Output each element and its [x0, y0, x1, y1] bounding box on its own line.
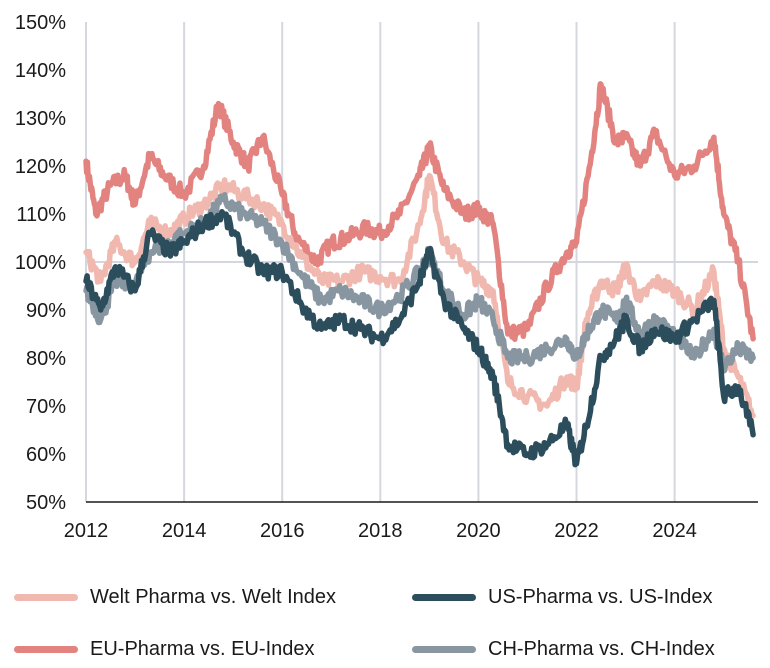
y-tick-label: 110% — [16, 204, 66, 226]
y-tick-label: 100% — [15, 252, 66, 274]
series-line-0 — [83, 172, 756, 419]
legend-label-welt: Welt Pharma vs. Welt Index — [90, 586, 337, 608]
legend-label-us: US-Pharma vs. US-Index — [488, 586, 713, 608]
x-axis-ticks: 2012 2014 2016 2018 2020 2022 2024 — [64, 520, 697, 542]
x-tick-label: 2014 — [162, 520, 207, 542]
y-tick-label: 150% — [15, 12, 66, 34]
y-tick-label: 80% — [26, 348, 66, 370]
legend-item-ch: CH-Pharma vs. CH-Index — [412, 638, 715, 661]
line-chart: 50%60%70%80%90%100%110%120%130%140%150% … — [15, 12, 758, 542]
series-line-2 — [83, 81, 756, 342]
legend-item-us: US-Pharma vs. US-Index — [412, 586, 713, 609]
legend: Welt Pharma vs. Welt Index US-Pharma vs.… — [0, 570, 770, 668]
series-line-1 — [83, 208, 756, 468]
y-tick-label: 130% — [15, 108, 66, 130]
x-tick-label: 2024 — [652, 520, 697, 542]
x-tick-label: 2012 — [64, 520, 109, 542]
y-tick-label: 60% — [26, 444, 66, 466]
legend-swatch-welt — [14, 594, 78, 601]
legend-item-welt: Welt Pharma vs. Welt Index — [14, 586, 336, 609]
y-tick-label: 70% — [26, 396, 66, 418]
legend-swatch-ch — [412, 646, 476, 653]
x-tick-label: 2022 — [554, 520, 599, 542]
legend-swatch-us — [412, 594, 476, 601]
legend-swatch-eu — [14, 646, 78, 653]
y-tick-label: 90% — [26, 300, 66, 322]
x-tick-label: 2016 — [260, 520, 305, 542]
y-tick-label: 140% — [15, 60, 66, 82]
x-tick-label: 2020 — [456, 520, 501, 542]
legend-label-ch: CH-Pharma vs. CH-Index — [488, 638, 715, 660]
x-tick-label: 2018 — [358, 520, 403, 542]
y-tick-label: 120% — [15, 156, 66, 178]
legend-item-eu: EU-Pharma vs. EU-Index — [14, 638, 315, 661]
y-axis-ticks: 50% 60% 70% 80% 90% 100% 110% 120% 130% 140% 150% — [15, 12, 66, 514]
series-lines — [83, 81, 756, 468]
y-tick-label: 50% — [26, 492, 66, 514]
legend-label-eu: EU-Pharma vs. EU-Index — [90, 638, 315, 660]
